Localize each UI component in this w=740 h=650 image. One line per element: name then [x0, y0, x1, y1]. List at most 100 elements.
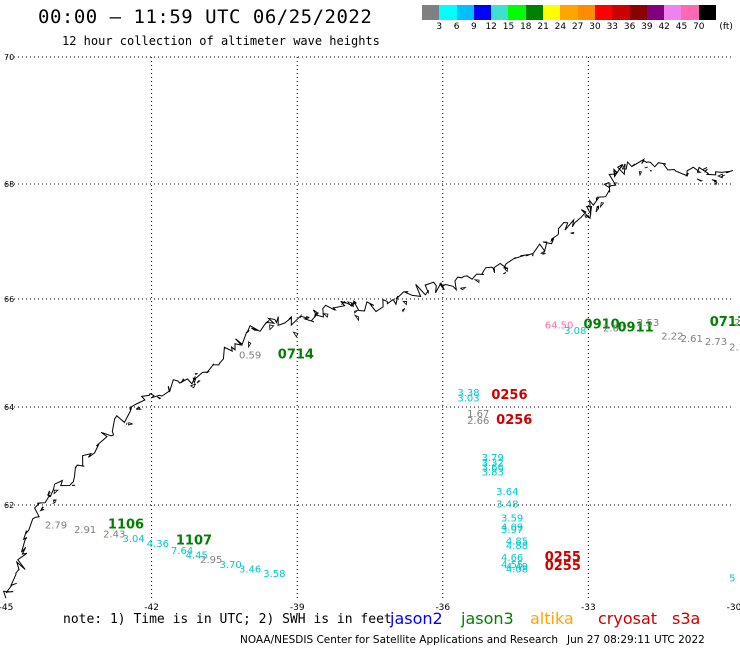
sat-jason3: jason3 [461, 609, 514, 628]
timestamp-text: Jun 27 08:29:11 UTC 2022 [567, 634, 705, 646]
pass-time-label: 0256 [491, 388, 527, 403]
swh-value-label: 0.59 [239, 350, 261, 361]
pass-time-label: 1106 [108, 517, 144, 532]
legend-swatch [508, 5, 526, 20]
legend-label: 12 [485, 22, 497, 32]
swh-value-label: 2.60 [603, 323, 625, 334]
island-outline [52, 501, 57, 504]
swh-value-label: 3.04 [122, 534, 144, 545]
swh-value-label: 3.64 [496, 487, 518, 498]
swh-value-label: 1.67 [467, 409, 489, 420]
pass-time-label: 0255 [545, 559, 581, 574]
legend-label: 27 [571, 22, 584, 32]
legend-swatch [646, 5, 665, 20]
island-outline [47, 490, 51, 495]
legend-swatch [560, 5, 578, 20]
legend-swatch [491, 5, 509, 20]
swh-value-label: 4.85 [506, 537, 528, 548]
island-outline [40, 506, 44, 510]
swh-value-label: 3.38 [457, 388, 479, 399]
legend-label: 3 [436, 22, 443, 32]
island-outline [189, 383, 197, 389]
island-outline [341, 300, 345, 305]
color-scale-legend [422, 5, 717, 20]
island-outline [612, 171, 619, 175]
island-outline [322, 313, 329, 318]
legend-swatch [612, 5, 630, 20]
legend-swatch [543, 5, 561, 20]
swh-value-label: 5 [729, 574, 735, 585]
swh-value-label: 2.73 [705, 337, 727, 348]
legend-label: 24 [554, 22, 567, 32]
island-outline [7, 590, 14, 593]
island-outline [71, 484, 76, 487]
observation-labels: 64.503.0809102.6009112.532.222.6107132.7… [45, 315, 740, 585]
swh-value-label: 4.45 [186, 550, 208, 561]
swh-value-label: 3.46 [239, 564, 261, 575]
swh-value-label: 3.70 [220, 560, 242, 571]
lon-tick-label: -39 [290, 603, 305, 613]
pass-time-label: 0256 [496, 413, 532, 428]
coastline [2, 157, 734, 599]
legend-swatch [664, 5, 682, 20]
island-outline [459, 286, 467, 291]
swh-value-label: 7.64 [171, 546, 193, 557]
island-outline [401, 308, 406, 313]
legend-swatch [456, 5, 474, 20]
island-outline [350, 301, 355, 307]
island-outline [192, 377, 197, 385]
legend-swatch [681, 5, 699, 20]
island-outline [126, 422, 128, 425]
pass-time-label: 0910 [584, 318, 620, 333]
swh-value-label: 4.36 [147, 539, 169, 550]
swh-value-label: 64.50 [545, 321, 574, 332]
swh-value-label: 2.22 [661, 332, 683, 343]
island-outline [313, 312, 320, 318]
lat-tick-label: 64 [4, 403, 14, 412]
sat-cryosat: cryosat [598, 609, 658, 628]
legend-swatch [525, 5, 544, 20]
swh-value-label: 3.79 [482, 453, 504, 464]
swh-value-label: 4.88 [506, 541, 528, 552]
island-outline [52, 499, 57, 503]
swh-value-label: 2.43 [103, 530, 125, 541]
island-outline [402, 300, 408, 306]
island-outline [12, 582, 17, 586]
swh-value-label: 3.83 [482, 468, 504, 479]
lat-tick-label: 68 [4, 180, 14, 189]
swh-value-label: 3.48 [496, 499, 518, 510]
swh-value-label: 3.58 [263, 569, 285, 580]
legend-label: 30 [589, 22, 601, 32]
island-outline [354, 309, 359, 314]
island-outline [502, 271, 507, 275]
legend-label: 33 [606, 22, 619, 32]
legend-swatch [577, 5, 595, 20]
island-outline [644, 166, 648, 169]
island-outline [441, 284, 446, 287]
footer-note: note: 1) Time is in UTC; 2) SWH is in fe… [63, 612, 392, 627]
swh-value-label: 3.03 [457, 394, 479, 405]
legend-swatch [594, 5, 613, 20]
lon-tick-label: -33 [581, 603, 596, 613]
island-outline [194, 373, 198, 375]
island-outline [128, 422, 134, 426]
swh-value-label: 2.91 [74, 525, 96, 536]
island-outline [584, 215, 590, 219]
legend-label: 6 [453, 22, 460, 32]
pass-time-label: 0714 [278, 347, 314, 362]
pass-time-label: 1107 [176, 534, 212, 549]
island-outline [269, 324, 275, 331]
lon-tick-label: -30 [727, 603, 740, 613]
legend-label: 45 [675, 22, 688, 32]
island-outline [685, 172, 690, 177]
lat-tick-label: 62 [4, 501, 14, 510]
island-outline [531, 254, 534, 257]
legend-label: 21 [537, 22, 549, 32]
legend-label: 15 [502, 22, 515, 32]
page-subtitle: 12 hour collection of altimeter wave hei… [62, 34, 380, 48]
pass-time-label: 0911 [618, 320, 654, 335]
lat-tick-label: 70 [4, 53, 14, 62]
legend-label: 36 [623, 22, 636, 32]
legend-label: 42 [658, 22, 670, 32]
island-outline [53, 489, 59, 495]
